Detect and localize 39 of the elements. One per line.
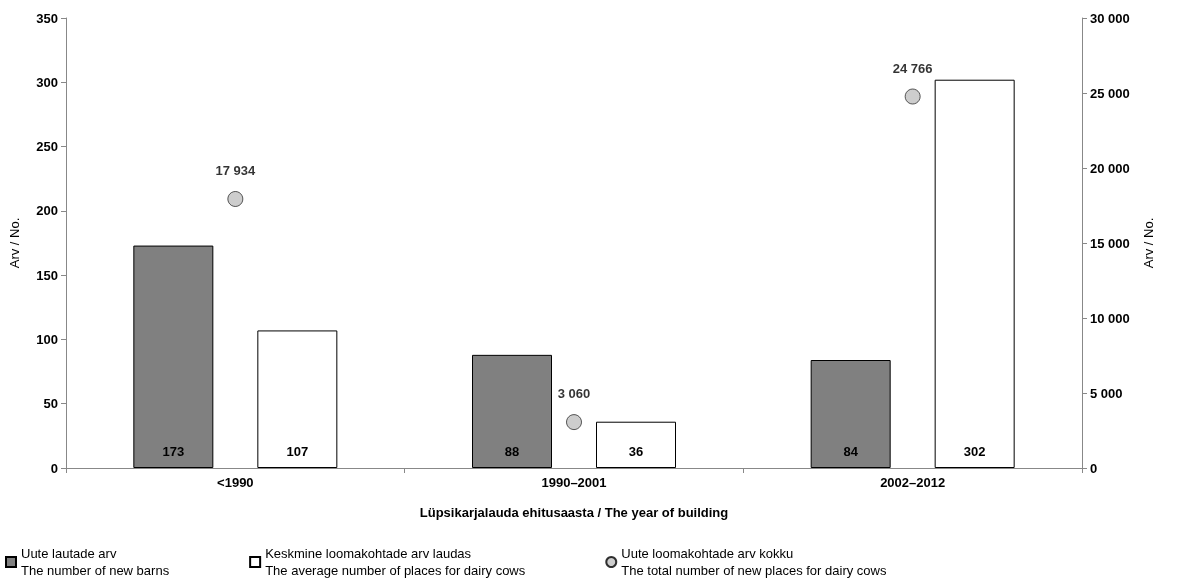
y2-tick-label: 5 000 [1090, 385, 1123, 401]
y2-tick-label: 30 000 [1090, 10, 1130, 26]
legend-label: Uute loomakohtade arv kokku The total number of new places for dairy cows [621, 546, 887, 578]
y2-tick-label: 15 000 [1090, 235, 1130, 251]
y-axis-title: Arv / No. [7, 217, 22, 269]
y2-axis-title: Arv / No. [1141, 217, 1156, 269]
y2-tick-label: 25 000 [1090, 85, 1130, 101]
y-tick-label: 0 [50, 460, 58, 476]
y-tick-label: 200 [36, 203, 58, 219]
y2-tick-label: 20 000 [1090, 160, 1130, 176]
legend-label: Keskmine loomakohtade arv laudas The average number of places for dairy cows [265, 546, 526, 578]
data-label: 3 060 [557, 386, 591, 402]
data-label: 107 [286, 444, 309, 459]
y-tick-label: 50 [43, 396, 58, 412]
y-tick-label: 350 [36, 10, 58, 26]
y-tick-label: 100 [36, 331, 58, 347]
x-tick-label: <1990 [217, 475, 254, 490]
data-label: 173 [162, 444, 185, 459]
x-axis-title: Lüpsikarjalauda ehitusaasta / The year of building [419, 505, 729, 520]
y2-tick-label: 0 [1090, 460, 1098, 476]
bar [596, 421, 676, 468]
x-tick-label: 1990–2001 [541, 475, 607, 490]
bar [257, 330, 338, 468]
point [566, 414, 582, 430]
y-tick-label: 300 [36, 74, 58, 90]
data-label: 84 [843, 444, 859, 459]
data-label: 24 766 [892, 60, 933, 76]
y-tick-label: 250 [36, 139, 58, 155]
point [227, 191, 244, 207]
data-label: 36 [628, 444, 644, 459]
point [904, 88, 921, 105]
y-tick-label: 150 [36, 267, 58, 283]
data-label: 17 934 [215, 163, 256, 179]
data-label: 88 [504, 444, 520, 459]
legend-label: Uute lautade arv The number of new barns [21, 546, 170, 578]
x-tick-label: 2002–2012 [880, 475, 946, 490]
y2-tick-label: 10 000 [1090, 310, 1130, 326]
data-label: 302 [963, 444, 986, 459]
bar [934, 79, 1015, 468]
